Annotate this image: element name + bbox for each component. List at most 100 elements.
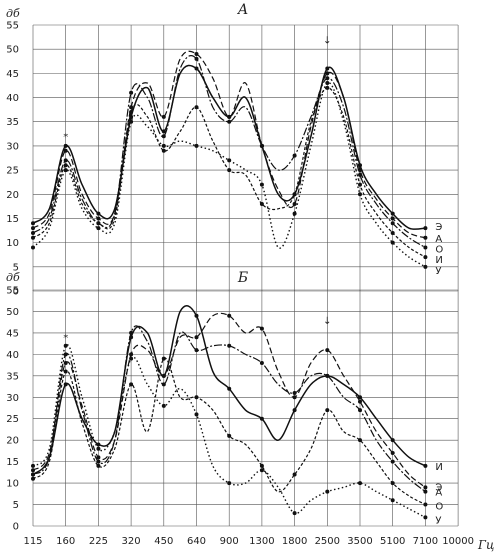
data-point <box>423 235 428 240</box>
data-point <box>227 386 232 391</box>
y-tick-label: 5 <box>13 500 19 511</box>
x-tick-label: 1800 <box>282 536 307 547</box>
data-point <box>259 416 264 421</box>
data-point <box>96 226 101 231</box>
y-tick-label: 10 <box>6 479 19 490</box>
data-point <box>292 201 297 206</box>
y-tick-label: 20 <box>6 190 19 201</box>
data-point <box>129 382 134 387</box>
data-point <box>129 352 134 357</box>
data-point <box>390 498 395 503</box>
y-tick-label: 35 <box>6 371 19 382</box>
y-tick-label: 45 <box>6 69 19 80</box>
data-point <box>259 326 264 331</box>
data-point <box>325 81 330 86</box>
series-line-b-3 <box>32 357 426 506</box>
y-tick-label: 45 <box>6 328 19 339</box>
data-point <box>423 264 428 269</box>
data-point <box>292 511 297 516</box>
data-point <box>194 395 199 400</box>
panel-b-x-ticks: 115 160 225 320 450 640 900 1300 1800 2500 3500 510… <box>23 536 474 547</box>
data-point <box>390 438 395 443</box>
data-point <box>325 489 330 494</box>
data-point <box>96 216 101 221</box>
y-tick-label: 40 <box>6 350 19 361</box>
data-point <box>31 472 35 477</box>
panel-b-ylabel: дб <box>6 271 20 284</box>
data-point <box>129 119 134 124</box>
data-point <box>325 76 330 81</box>
series-label: У <box>435 515 441 526</box>
data-point <box>194 348 199 353</box>
y-tick-label: 15 <box>6 457 19 468</box>
data-point <box>63 163 68 168</box>
y-tick-label: 0 <box>13 522 19 533</box>
data-point <box>129 356 134 361</box>
data-point <box>423 515 428 520</box>
y-tick-label: 40 <box>6 93 19 104</box>
data-point <box>358 192 362 197</box>
data-point <box>31 245 35 250</box>
arrow-down-icon: ↓ <box>323 36 331 47</box>
data-point <box>96 211 101 216</box>
data-point <box>63 369 68 374</box>
data-point <box>423 255 428 260</box>
data-point <box>63 168 68 173</box>
panel-b: Б дб 0 5 10 15 20 25 30 35 40 45 50 55 115 160 225 320… <box>6 270 494 552</box>
panel-b-y-ticks: 0 5 10 15 20 25 30 35 40 45 50 55 <box>6 286 19 533</box>
asterisk-marker: * <box>63 132 68 143</box>
data-point <box>292 408 297 413</box>
data-point <box>390 459 395 464</box>
data-point <box>423 489 428 494</box>
data-point <box>325 85 330 90</box>
y-tick-label: 50 <box>6 45 19 56</box>
data-point <box>292 192 297 197</box>
data-point <box>161 134 166 139</box>
data-point <box>31 463 35 468</box>
data-point <box>358 481 362 486</box>
data-point <box>31 230 35 235</box>
data-point <box>161 356 166 361</box>
y-tick-label: 30 <box>6 393 19 404</box>
data-point <box>358 408 362 413</box>
data-point <box>259 463 264 468</box>
x-tick-label: 115 <box>23 536 42 547</box>
data-point <box>96 455 101 460</box>
data-point <box>129 90 134 95</box>
series-label: Э <box>435 482 442 493</box>
data-point <box>129 110 134 115</box>
series-label: О <box>435 502 443 513</box>
x-tick-label: 7100 <box>413 536 438 547</box>
data-point <box>31 468 35 473</box>
data-point <box>63 148 68 153</box>
y-tick-label: 55 <box>6 21 19 32</box>
data-point <box>194 335 199 340</box>
data-point <box>96 459 101 464</box>
data-point <box>31 226 35 231</box>
data-point <box>31 476 35 481</box>
data-point <box>63 143 68 148</box>
series-label: И <box>435 462 442 473</box>
x-tick-label: 450 <box>154 536 173 547</box>
y-tick-label: 35 <box>6 117 19 128</box>
data-point <box>227 481 232 486</box>
series-label: У <box>435 266 441 277</box>
panel-a-markers: *↓ <box>63 36 331 144</box>
data-point <box>227 433 232 438</box>
data-point <box>358 395 362 400</box>
data-point <box>358 172 362 177</box>
data-point <box>325 66 330 71</box>
arrow-down-icon: ↓ <box>323 316 331 327</box>
x-tick-label: 1300 <box>249 536 274 547</box>
panel-a-grid <box>32 24 459 292</box>
data-point <box>325 373 330 378</box>
data-point <box>292 153 297 158</box>
data-point <box>227 168 232 173</box>
asterisk-marker: * <box>63 333 68 344</box>
data-point <box>259 360 264 365</box>
x-tick-label: 10000 <box>442 536 474 547</box>
x-tick-label: 2500 <box>315 536 340 547</box>
data-point <box>358 438 362 443</box>
